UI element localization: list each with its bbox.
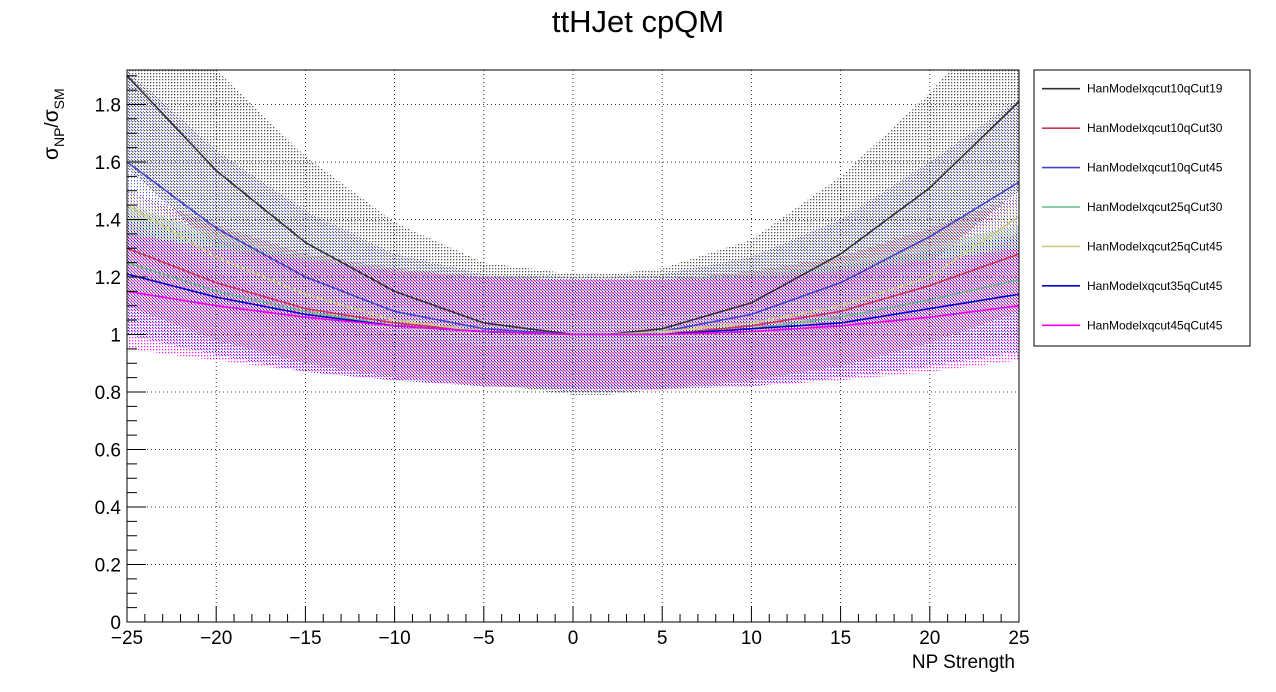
- x-tick-label: 5: [657, 628, 668, 649]
- x-tick-label: −15: [289, 628, 321, 649]
- x-tick-label: −25: [111, 628, 143, 649]
- x-tick-label: −20: [200, 628, 232, 649]
- x-tick-label: 0: [568, 628, 579, 649]
- legend-label: HanModelxqcut10qCut45: [1087, 161, 1223, 175]
- x-axis-label: NP Strength: [912, 652, 1015, 673]
- legend-box: [1033, 69, 1251, 347]
- legend-label: HanModelxqcut25qCut30: [1087, 200, 1223, 214]
- y-tick-label: 0.2: [95, 556, 121, 577]
- y-tick-labels: 0 0.2 0.4 0.6 0.8 1 1.2 1.4 1.6 1.8: [95, 96, 122, 635]
- y-tick-label: 1.8: [95, 96, 121, 117]
- y-tick-label: 0.4: [95, 498, 122, 519]
- y-tick-label: 1: [110, 326, 121, 347]
- y-axis-label-sm-subscript: SM: [51, 88, 67, 109]
- legend-label: HanModelxqcut35qCut45: [1087, 279, 1223, 293]
- axis-ticks: [126, 75, 1020, 623]
- x-tick-label: −10: [378, 628, 410, 649]
- y-tick-label: 0: [110, 613, 121, 634]
- x-tick-label: 25: [1008, 628, 1029, 649]
- x-tick-label: 20: [919, 628, 940, 649]
- y-axis-label-sigma: σ: [40, 147, 63, 160]
- uncertainty-bands: [127, 70, 1019, 395]
- legend-label: HanModelxqcut25qCut45: [1087, 239, 1223, 253]
- line-HanModelxqcut45qCut45: [127, 290, 1019, 336]
- x-tick-label: −5: [473, 628, 495, 649]
- y-tick-label: 0.8: [95, 383, 121, 404]
- legend-label: HanModelxqcut10qCut19: [1087, 82, 1223, 96]
- y-tick-label: 1.4: [95, 211, 122, 232]
- y-tick-label: 0.6: [95, 441, 121, 462]
- grid-lines: [127, 70, 1019, 622]
- legend: HanModelxqcut10qCut19 HanModelxqcut10qCut…: [1033, 69, 1251, 347]
- legend-label: HanModelxqcut45qCut45: [1087, 318, 1223, 332]
- x-tick-labels: −25 −20 −15 −10 −5 0 5 10 15 20 25: [111, 628, 1030, 649]
- band-HanModelxqcut45qCut45: [127, 233, 1019, 390]
- y-axis-label-np-subscript: NP: [51, 128, 67, 147]
- y-axis-label-slash: /: [42, 122, 63, 128]
- y-tick-label: 1.6: [95, 153, 121, 174]
- y-tick-label: 1.2: [95, 268, 121, 289]
- y-axis-label: σNP/σSM: [40, 88, 67, 160]
- legend-label: HanModelxqcut10qCut30: [1087, 121, 1223, 135]
- chart-title: ttHJet cpQM: [551, 4, 725, 39]
- y-axis-label-sigma-2: σ: [40, 109, 63, 122]
- x-tick-label: 15: [830, 628, 851, 649]
- series-lines: [127, 75, 1019, 336]
- x-tick-label: 10: [741, 628, 762, 649]
